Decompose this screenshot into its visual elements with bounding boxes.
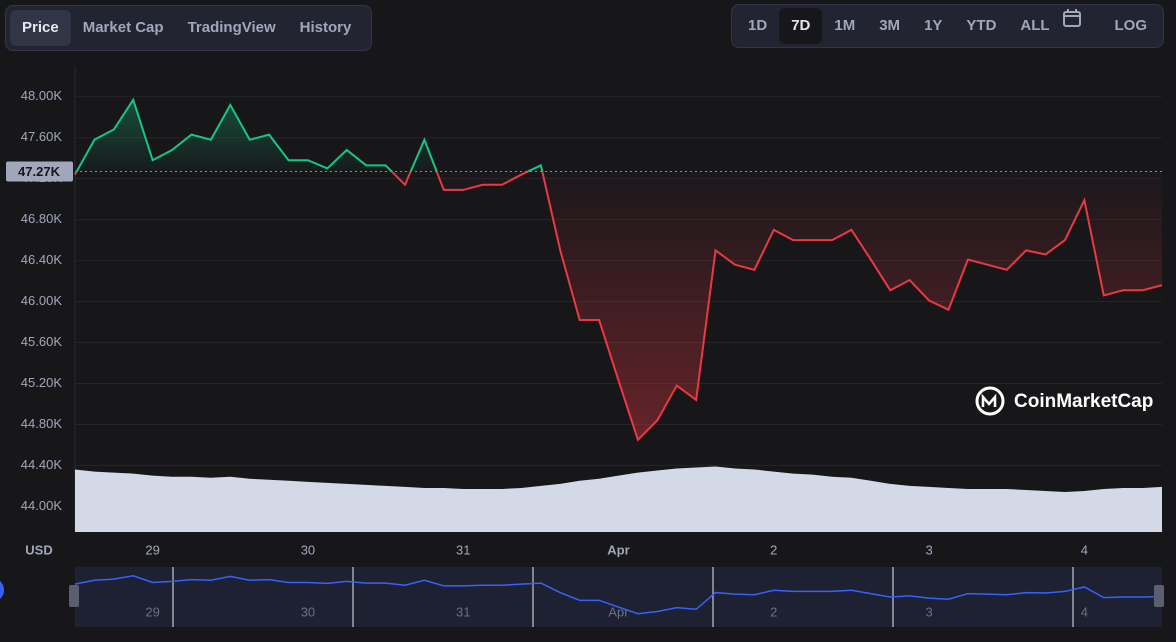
calendar-icon	[1062, 9, 1081, 27]
price-line-up	[75, 97, 544, 172]
watermark-logo	[975, 386, 1005, 416]
reference-label: 47.27K	[18, 164, 61, 179]
y-tick-label: 48.00K	[21, 88, 63, 103]
area-up	[75, 99, 1162, 172]
x-tick-label: 30	[301, 542, 315, 557]
y-tick-label: 46.40K	[21, 252, 63, 267]
y-tick-label: 44.80K	[21, 416, 63, 431]
tab-button[interactable]: Price	[10, 10, 71, 46]
watermark-text: CoinMarketCap	[1014, 391, 1153, 412]
y-tick-label: 45.20K	[21, 375, 63, 390]
x-tick-label: 3	[925, 542, 932, 557]
y-tick-label: 44.00K	[21, 498, 63, 513]
y-tick-label: 46.00K	[21, 293, 63, 308]
x-tick-label: 4	[1081, 542, 1088, 557]
navigator-label: 29	[145, 604, 159, 619]
navigator-background	[75, 567, 1162, 627]
navigator-label: 3	[925, 604, 932, 619]
reference-label-box	[6, 161, 73, 182]
navigator-label: 4	[1081, 604, 1088, 619]
navigator-handle-left[interactable]	[69, 585, 79, 607]
range-button[interactable]: 7D	[779, 8, 823, 44]
watermark: CoinMarketCap	[975, 386, 1153, 416]
navigator-label: 31	[456, 604, 470, 619]
y-tick-label: 46.80K	[21, 211, 63, 226]
currency-label: USD	[25, 542, 52, 557]
tab-button[interactable]: History	[299, 19, 352, 36]
navigator-label: 30	[301, 604, 315, 619]
range-button[interactable]: 1Y	[924, 17, 943, 34]
range-button[interactable]: YTD	[966, 17, 997, 34]
range-button[interactable]: ALL	[1020, 17, 1050, 34]
x-tick-label: 29	[145, 542, 159, 557]
navigator-label: Apr	[608, 604, 629, 619]
tab-button[interactable]: Market Cap	[82, 19, 164, 36]
area-down	[75, 171, 1162, 440]
range-button[interactable]: 1M	[834, 17, 856, 34]
tab-button[interactable]: TradingView	[187, 19, 276, 36]
x-tick-label: 31	[456, 542, 470, 557]
calendar-button[interactable]	[1062, 8, 1087, 44]
x-tick-label: 2	[770, 542, 777, 557]
navigator-handle-right[interactable]	[1154, 585, 1164, 607]
navigator-line	[74, 574, 1163, 615]
navigator-label: 2	[770, 604, 777, 619]
volume-area	[75, 466, 1162, 532]
range-group: 1D 7D 1M 3M 1Y YTD ALL LOG	[731, 4, 1164, 48]
tab-group: Price Market Cap TradingView History	[5, 5, 372, 51]
scroll-indicator	[0, 581, 4, 599]
y-tick-label: 44.40K	[21, 457, 63, 472]
y-tick-label: 47.60K	[21, 129, 63, 144]
range-button[interactable]: 1D	[748, 17, 768, 34]
watermark-logo-mark	[981, 393, 997, 407]
price-line-down	[74, 171, 1163, 442]
y-tick-label: 45.60K	[21, 334, 63, 349]
x-tick-label: Apr	[607, 542, 629, 557]
log-button[interactable]: LOG	[1114, 17, 1148, 34]
range-button[interactable]: 3M	[879, 17, 901, 34]
